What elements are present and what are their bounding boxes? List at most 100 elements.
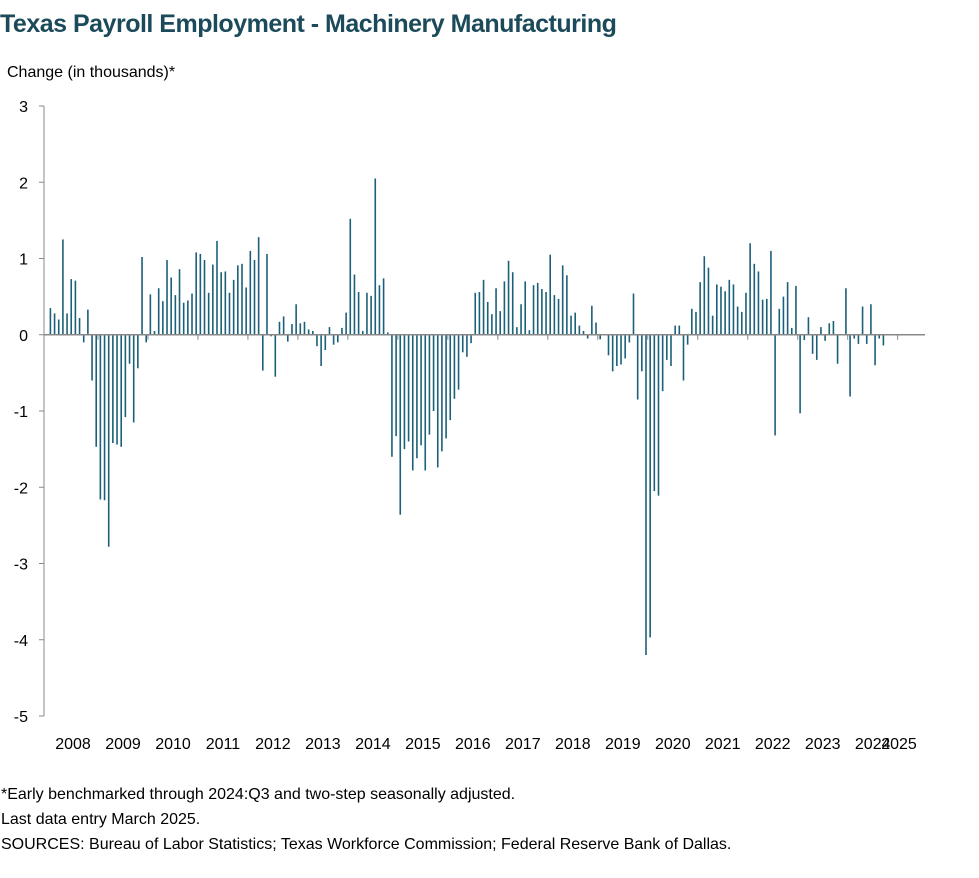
bar [237, 265, 239, 335]
y-tick-label: 2 [19, 175, 28, 192]
bar [545, 292, 547, 335]
bar [570, 315, 572, 335]
bar [278, 321, 281, 335]
bar [641, 334, 643, 372]
bar [549, 254, 551, 335]
bar [553, 295, 556, 335]
y-tick-label: -2 [14, 480, 28, 497]
bar [257, 237, 260, 335]
x-tick-label: 2024 [855, 736, 891, 753]
bar [753, 263, 756, 335]
bar [436, 334, 439, 468]
bar [495, 288, 497, 335]
bar [541, 289, 543, 335]
bar [678, 325, 681, 335]
bar [170, 277, 172, 335]
bar [674, 325, 676, 335]
bar [295, 304, 297, 335]
bar [874, 334, 876, 366]
bar [786, 282, 789, 335]
bar [457, 334, 460, 390]
bar [478, 292, 481, 335]
bar [53, 313, 56, 335]
bar [99, 334, 102, 500]
bar [103, 334, 106, 501]
bar [507, 260, 510, 335]
bar [124, 334, 127, 418]
bar [691, 308, 693, 335]
bar [503, 281, 506, 335]
bar [461, 334, 464, 353]
bar [716, 284, 718, 335]
bar [803, 334, 806, 341]
bar [828, 323, 831, 335]
bar [853, 334, 856, 339]
bar [724, 291, 726, 335]
bar [220, 272, 222, 335]
bar [586, 334, 589, 339]
bar [636, 334, 639, 400]
bar [870, 304, 872, 335]
bar [649, 334, 651, 638]
bar [599, 334, 601, 340]
y-axis-label: Change (in thousands)* [7, 64, 176, 81]
bar [566, 275, 568, 335]
bar [91, 334, 93, 381]
bar [761, 299, 764, 335]
bar [270, 334, 272, 337]
bar [262, 334, 264, 371]
bar [345, 312, 347, 335]
bar [845, 288, 847, 335]
bar [882, 334, 885, 346]
note-last-entry: Last data entry March 2025. [1, 811, 201, 828]
bar [499, 311, 502, 335]
bar [432, 334, 435, 411]
bar [149, 294, 152, 335]
bar [699, 282, 701, 335]
bar [424, 334, 427, 471]
x-tick-label: 2016 [455, 736, 491, 753]
bar [70, 279, 73, 335]
note-sources: SOURCES: Bureau of Labor Statistics; Tex… [1, 836, 732, 853]
x-tick-label: 2012 [255, 736, 291, 753]
chart-title: Texas Payroll Employment - Machinery Man… [0, 10, 617, 38]
bar [411, 334, 414, 471]
bar [349, 218, 352, 335]
bar [670, 334, 672, 367]
bar [266, 253, 268, 335]
bar [303, 321, 306, 335]
bar [57, 319, 60, 335]
bar [799, 334, 801, 414]
bar [328, 327, 331, 335]
bar [453, 334, 456, 399]
bar [695, 311, 697, 335]
bar [661, 334, 664, 392]
bar [299, 323, 302, 335]
bar [132, 334, 135, 423]
bar [116, 334, 118, 445]
bar [574, 312, 576, 335]
bar [795, 285, 797, 335]
bar [178, 269, 181, 335]
bar [120, 334, 123, 447]
y-tick-label: 1 [19, 252, 28, 269]
bar [195, 252, 197, 335]
bar [420, 334, 422, 446]
bar [153, 330, 156, 335]
bar [166, 260, 168, 335]
bar [287, 334, 289, 342]
x-tick-label: 2023 [805, 736, 841, 753]
bar [187, 300, 189, 335]
bar [807, 317, 810, 335]
bar [824, 334, 826, 341]
bar [324, 334, 327, 350]
y-tick-label: -5 [14, 709, 28, 726]
bar [191, 293, 193, 335]
bar [466, 334, 468, 357]
bar [745, 292, 747, 335]
bar [282, 316, 285, 335]
bar [199, 253, 202, 335]
y-tick-label: 0 [19, 328, 28, 345]
bar [357, 292, 360, 335]
bar [857, 334, 860, 344]
